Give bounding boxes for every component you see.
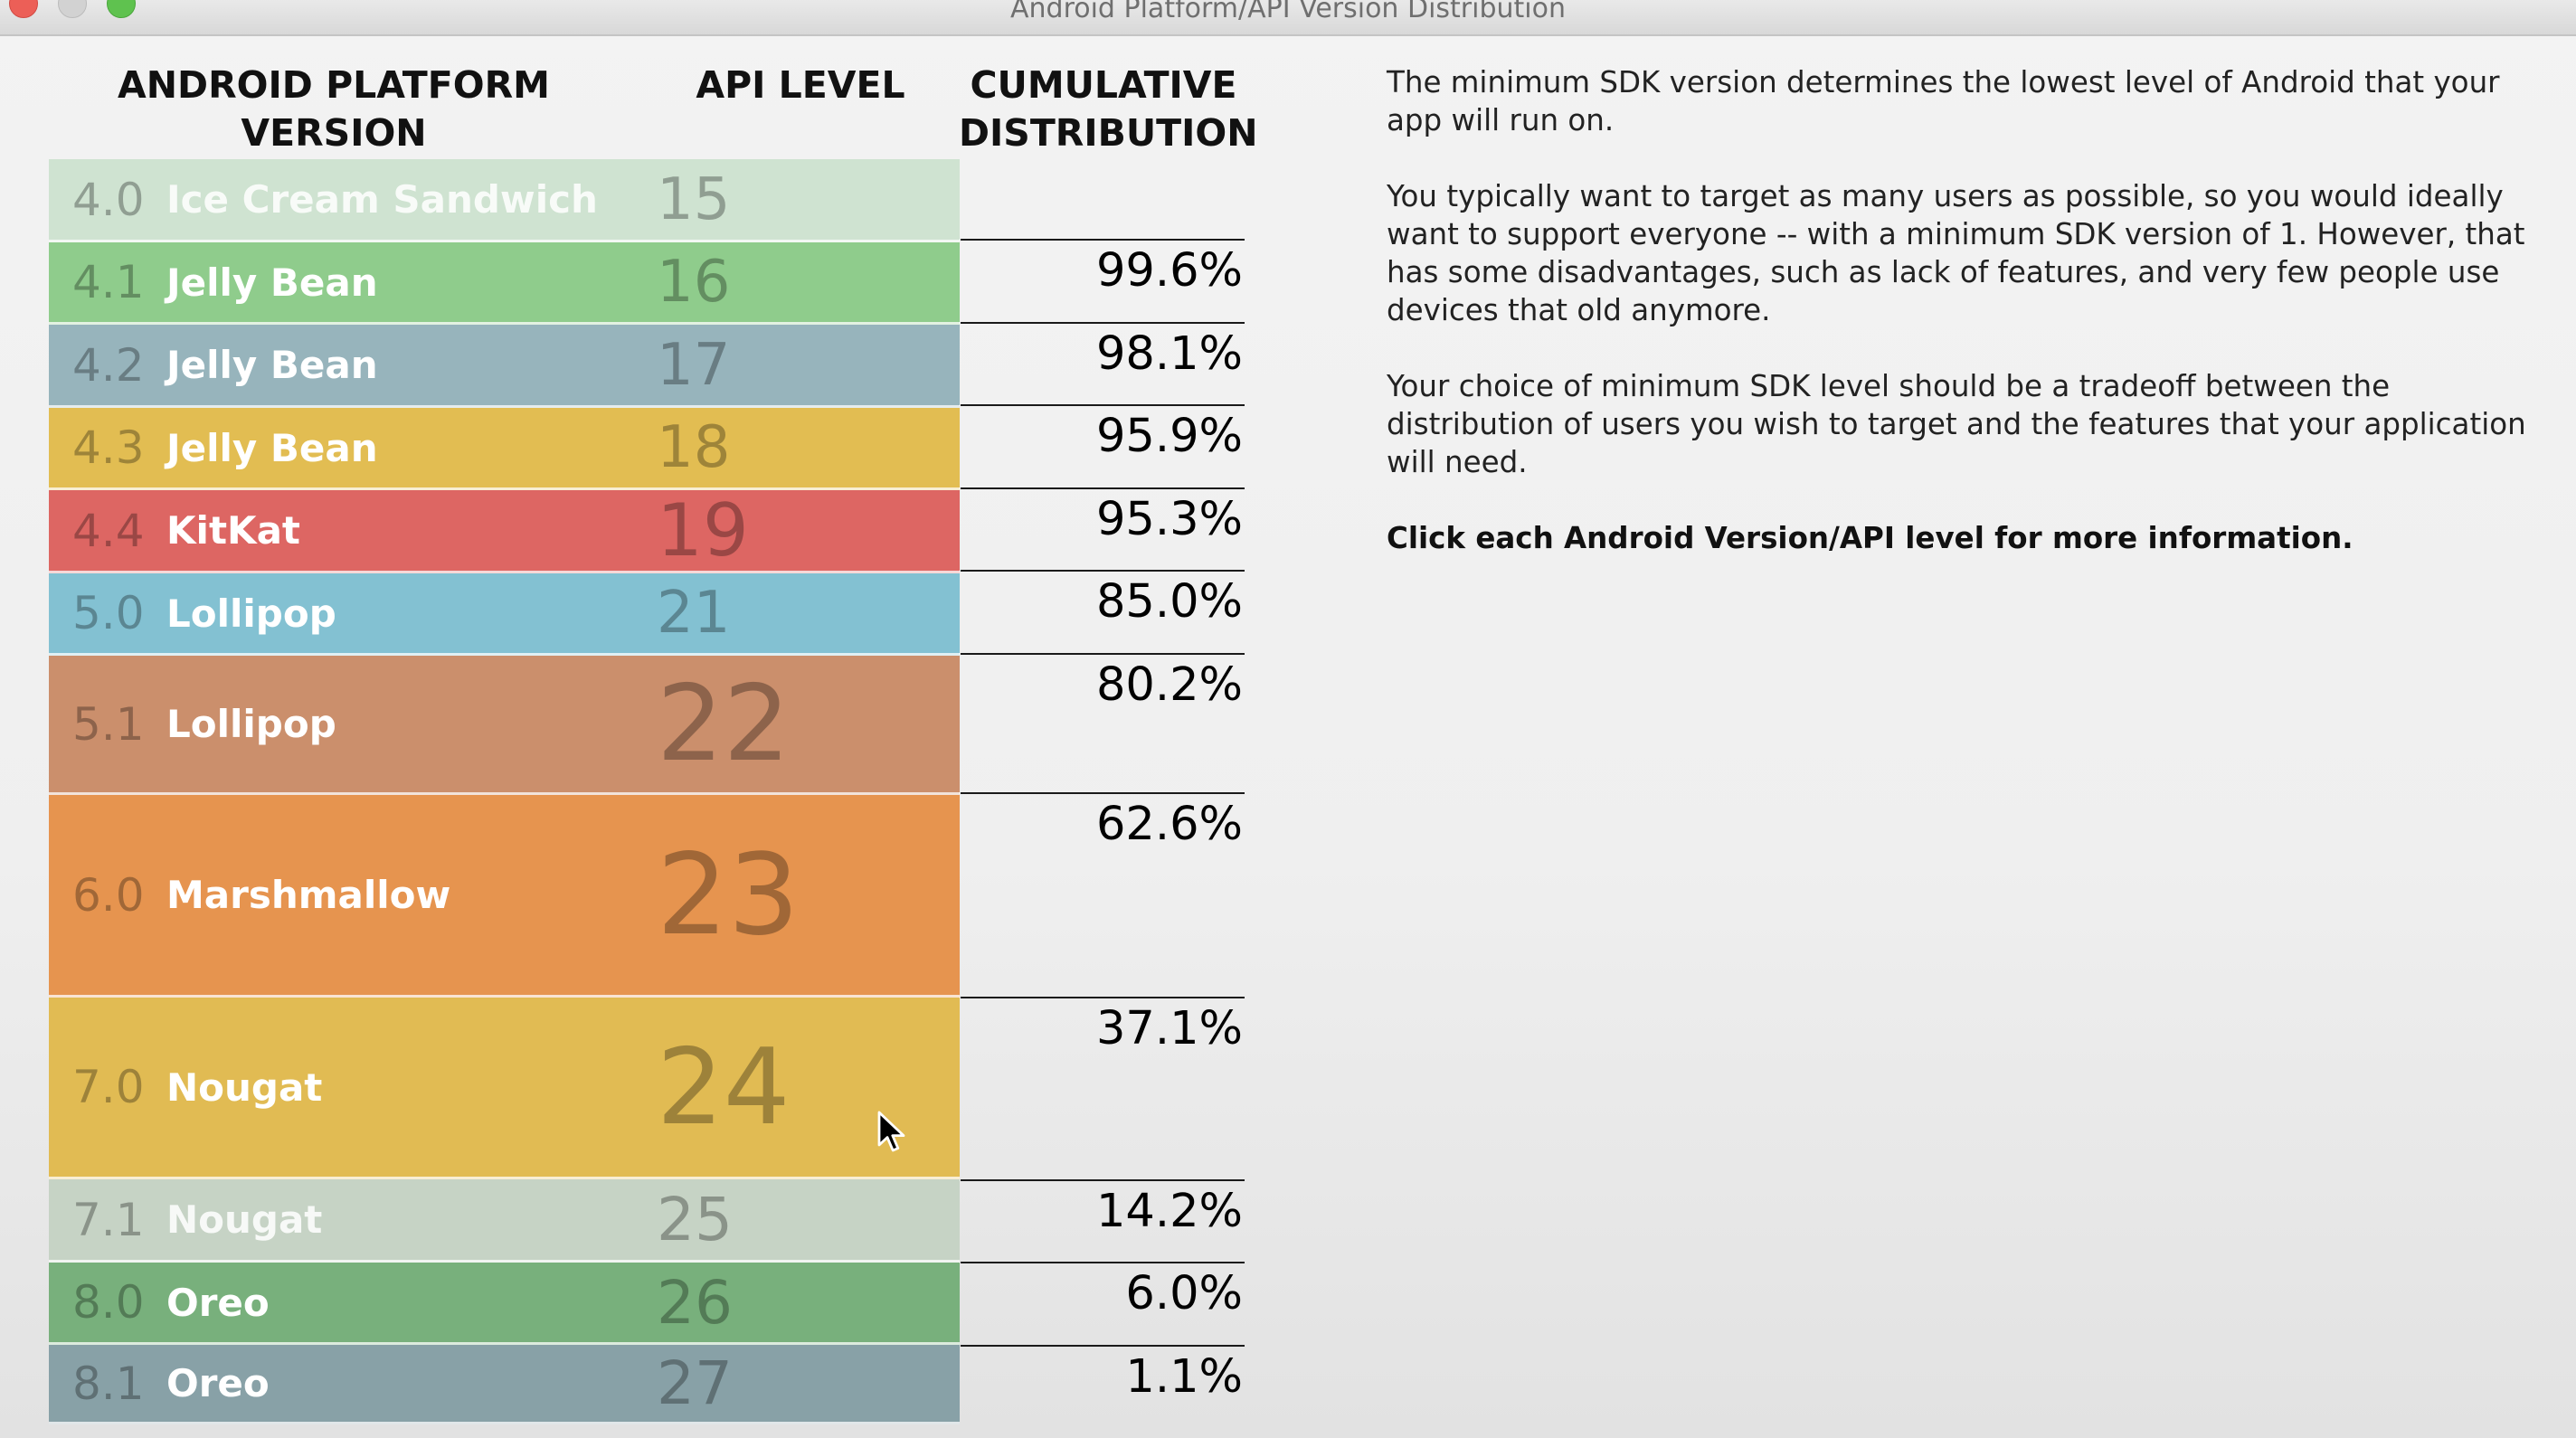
distribution-divider-line — [961, 322, 1245, 324]
cumulative-percentage: 37.1% — [1095, 1002, 1243, 1055]
api-level-number: 19 — [657, 488, 749, 572]
info-paragraph: The minimum SDK version determines the l… — [1387, 65, 2500, 137]
distribution-divider-line — [961, 653, 1245, 655]
distribution-divider-line — [961, 570, 1245, 572]
api-level-number: 24 — [657, 1026, 791, 1149]
platform-version-number: 5.0 — [72, 587, 145, 639]
version-row-6-0[interactable]: 6.0 Marshmallow 23 — [49, 795, 960, 998]
platform-codename: Nougat — [166, 1197, 323, 1242]
version-row-5-0[interactable]: 5.0 Lollipop 21 — [49, 573, 960, 656]
cumulative-percentage: 80.2% — [1095, 658, 1243, 712]
platform-version-number: 4.1 — [72, 256, 145, 308]
distribution-divider-line — [961, 1179, 1245, 1181]
platform-codename: Lollipop — [166, 702, 336, 746]
cumulative-percentage: 85.0% — [1095, 575, 1243, 629]
cumulative-percentage: 1.1% — [1125, 1350, 1243, 1404]
cumulative-percentage: 95.3% — [1095, 493, 1243, 546]
platform-codename: Jelly Bean — [166, 343, 378, 387]
platform-version-number: 4.0 — [72, 173, 145, 226]
platform-version-number: 8.0 — [72, 1276, 145, 1329]
version-row-4-2[interactable]: 4.2 Jelly Bean 17 — [49, 325, 960, 408]
distribution-divider-line — [961, 792, 1245, 794]
info-panel: The minimum SDK version determines the l… — [1387, 63, 2553, 595]
platform-codename: Jelly Bean — [166, 260, 378, 305]
api-level-number: 18 — [657, 414, 731, 481]
version-row-7-0[interactable]: 7.0 Nougat 24 — [49, 998, 960, 1179]
platform-codename: Marshmallow — [166, 873, 451, 917]
window-titlebar: Android Platform/API Version Distributio… — [0, 0, 2576, 36]
platform-version-number: 7.0 — [72, 1061, 145, 1113]
cumulative-percentage: 14.2% — [1095, 1185, 1243, 1238]
distribution-divider-line — [961, 487, 1245, 489]
platform-version-number: 5.1 — [72, 697, 145, 751]
api-level-number: 25 — [657, 1185, 733, 1254]
cumulative-percentage: 62.6% — [1095, 798, 1243, 851]
api-level-number: 26 — [657, 1267, 733, 1338]
distribution-divider-line — [961, 997, 1245, 998]
api-level-number: 17 — [657, 331, 731, 399]
api-level-number: 16 — [657, 249, 731, 316]
distribution-divider-line — [961, 1262, 1245, 1263]
column-header-api-level: API LEVEL — [696, 63, 905, 107]
version-row-5-1[interactable]: 5.1 Lollipop 22 — [49, 656, 960, 795]
platform-codename: Jelly Bean — [166, 425, 378, 470]
cumulative-percentage: 6.0% — [1125, 1267, 1243, 1320]
distribution-divider-line — [961, 404, 1245, 406]
version-row-8-1[interactable]: 8.1 Oreo 27 — [49, 1345, 960, 1424]
api-level-number: 15 — [657, 166, 731, 233]
info-paragraph: Your choice of minimum SDK level should … — [1387, 369, 2526, 479]
platform-codename: Oreo — [166, 1361, 270, 1405]
version-row-4-3[interactable]: 4.3 Jelly Bean 18 — [49, 408, 960, 490]
platform-codename: Nougat — [166, 1064, 323, 1110]
platform-version-number: 7.1 — [72, 1193, 145, 1246]
distribution-divider-line — [961, 239, 1245, 241]
window-title: Android Platform/API Version Distributio… — [1009, 0, 1567, 24]
column-header-cumulative-distribution: CUMULATIVE DISTRIBUTION — [959, 63, 1258, 155]
platform-version-number: 6.0 — [72, 868, 145, 922]
platform-version-number: 8.1 — [72, 1357, 145, 1410]
mouse-pointer-icon — [877, 1111, 905, 1152]
platform-codename: Lollipop — [166, 591, 336, 636]
platform-version-number: 4.3 — [72, 421, 145, 474]
platform-version-number: 4.2 — [72, 338, 145, 392]
version-row-4-4[interactable]: 4.4 KitKat 19 — [49, 488, 960, 573]
cumulative-percentage: 95.9% — [1095, 410, 1243, 463]
version-row-4-0[interactable]: 4.0 Ice Cream Sandwich 15 — [49, 159, 960, 242]
platform-version-number: 4.4 — [72, 504, 145, 557]
platform-codename: KitKat — [166, 508, 300, 553]
version-row-8-0[interactable]: 8.0 Oreo 26 — [49, 1263, 960, 1345]
info-instruction: Click each Android Version/API level for… — [1387, 521, 2353, 555]
platform-codename: Oreo — [166, 1280, 270, 1325]
platform-codename: Ice Cream Sandwich — [166, 177, 598, 222]
info-paragraph: You typically want to target as many use… — [1387, 179, 2525, 327]
distribution-divider-line — [961, 1345, 1245, 1347]
column-header-platform-version: ANDROID PLATFORM VERSION — [118, 63, 550, 155]
api-level-number: 22 — [657, 663, 791, 785]
api-level-number: 21 — [657, 580, 731, 647]
version-row-7-1[interactable]: 7.1 Nougat 25 — [49, 1179, 960, 1263]
cumulative-percentage: 99.6% — [1095, 244, 1243, 298]
cumulative-percentage: 98.1% — [1095, 327, 1243, 381]
api-level-number: 23 — [657, 829, 800, 960]
api-level-number: 27 — [657, 1348, 733, 1418]
version-row-4-1[interactable]: 4.1 Jelly Bean 16 — [49, 242, 960, 325]
